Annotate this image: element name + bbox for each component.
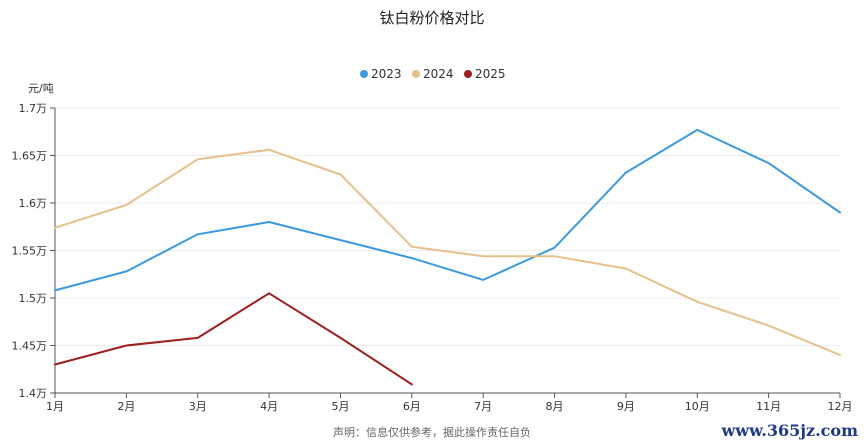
legend-marker-2025 bbox=[464, 70, 472, 78]
x-tick-label: 5月 bbox=[331, 400, 349, 413]
legend[interactable]: 2023 2024 2025 bbox=[360, 67, 506, 81]
series-layer bbox=[54, 128, 841, 386]
x-tick-label: 9月 bbox=[617, 400, 635, 413]
legend-label-2024[interactable]: 2024 bbox=[423, 67, 454, 81]
series-line-2025 bbox=[54, 292, 413, 386]
y-tick-label: 1.45万 bbox=[12, 340, 48, 353]
y-tick-label: 1.5万 bbox=[19, 292, 48, 305]
series-line-2023 bbox=[54, 128, 841, 292]
legend-marker-2024 bbox=[412, 70, 420, 78]
x-tick-label: 6月 bbox=[403, 400, 421, 413]
y-axis-label: 元/吨 bbox=[28, 82, 54, 95]
y-tick-label: 1.65万 bbox=[12, 150, 48, 163]
legend-marker-2023 bbox=[360, 70, 368, 78]
x-tick-label: 12月 bbox=[828, 400, 853, 413]
x-tick-label: 3月 bbox=[189, 400, 207, 413]
x-tick-label: 7月 bbox=[474, 400, 492, 413]
legend-label-2025[interactable]: 2025 bbox=[475, 67, 506, 81]
chart-title: 钛白粉价格对比 bbox=[379, 9, 484, 27]
y-tick-label: 1.4万 bbox=[19, 387, 48, 400]
watermark-logo: www.365jz.com bbox=[721, 421, 859, 440]
y-tick-label: 1.7万 bbox=[19, 102, 48, 115]
axes: 1.4万 1.45万 1.5万 1.55万 1.6万 1.65万 1.7万 1月 2月 3月 4月 5… bbox=[12, 102, 853, 413]
legend-label-2023[interactable]: 2023 bbox=[371, 67, 402, 81]
series-line-2024 bbox=[54, 148, 841, 356]
y-tick-label: 1.55万 bbox=[12, 245, 48, 258]
x-tick-label: 11月 bbox=[756, 400, 781, 413]
x-tick-label: 10月 bbox=[685, 400, 710, 413]
y-tick-label: 1.6万 bbox=[19, 197, 48, 210]
x-tick-label: 2月 bbox=[117, 400, 135, 413]
disclaimer-footnote: 声明：信息仅供参考，据此操作责任自负 bbox=[333, 425, 531, 439]
x-tick-label: 8月 bbox=[546, 400, 564, 413]
x-tick-label: 1月 bbox=[46, 400, 64, 413]
x-tick-label: 4月 bbox=[260, 400, 278, 413]
